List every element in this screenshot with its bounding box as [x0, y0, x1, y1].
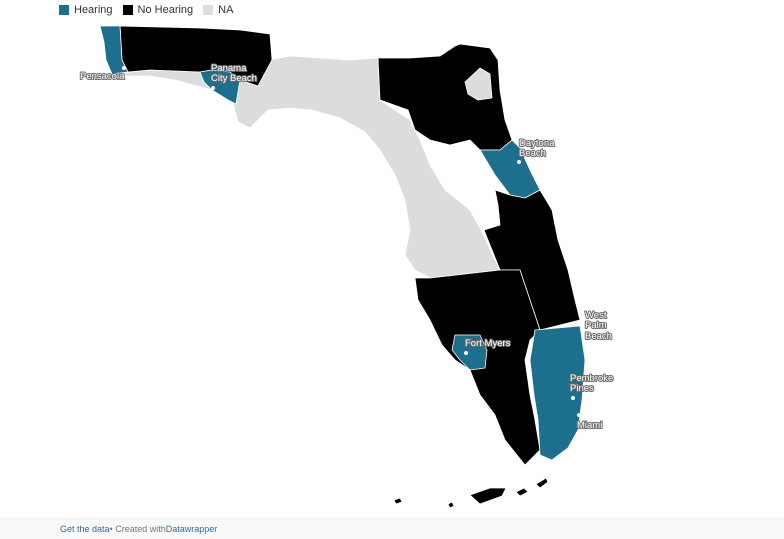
label-west-palm-beach-3: Beach	[585, 331, 612, 342]
legend-label-hearing: Hearing	[74, 4, 113, 16]
label-daytona-beach-1: Daytona	[519, 138, 555, 149]
label-panama-city-beach-1: Panama	[211, 63, 247, 74]
label-fort-myers: Fort Myers	[465, 338, 511, 349]
region-panhandle-na[interactable]	[111, 55, 501, 279]
marker-fort-myers[interactable]	[464, 351, 468, 355]
legend-swatch-hearing	[59, 5, 69, 15]
footer: Get the data • Created with Datawrapper	[0, 518, 784, 539]
region-lee-hearing[interactable]	[451, 334, 488, 371]
label-west-palm-beach-1: West	[585, 310, 607, 321]
region-bay-hearing[interactable]	[199, 69, 241, 105]
marker-miami[interactable]	[577, 413, 581, 417]
legend-item-hearing: Hearing	[59, 4, 113, 16]
region-escambia-hearing[interactable]	[99, 25, 129, 75]
label-panama-city-beach-2: City Beach	[211, 73, 257, 84]
marker-panama-city-beach[interactable]	[211, 86, 215, 90]
city-markers: Pensacola Panama City Beach Daytona Beac…	[79, 62, 614, 432]
region-volusia-hearing[interactable]	[479, 139, 541, 199]
legend-label-na: NA	[218, 4, 234, 16]
legend-label-no-hearing: No Hearing	[137, 4, 194, 16]
legend: Hearing No Hearing NA	[59, 4, 233, 16]
label-pensacola: Pensacola	[80, 71, 125, 82]
region-keys[interactable]	[469, 487, 507, 505]
marker-pembroke-pines[interactable]	[571, 396, 575, 400]
region-central-no-hearing[interactable]	[483, 189, 581, 331]
legend-item-no-hearing: No Hearing	[122, 4, 194, 16]
marker-west-palm-beach[interactable]	[585, 344, 589, 348]
label-pembroke-pines-1: Pembroke	[570, 373, 613, 384]
get-data-link[interactable]: Get the data	[60, 524, 110, 534]
footer-separator: • Created with	[109, 524, 166, 534]
marker-daytona-beach[interactable]	[517, 160, 521, 164]
label-daytona-beach-2: Beach	[519, 148, 546, 159]
marker-pensacola[interactable]	[122, 66, 126, 70]
label-miami: Miami	[577, 420, 602, 431]
florida-map: Pensacola Panama City Beach Daytona Beac…	[79, 25, 614, 509]
region-keys-small	[393, 477, 549, 509]
region-southeast-hearing[interactable]	[529, 325, 586, 461]
region-duval-na[interactable]	[464, 67, 493, 101]
legend-swatch-na	[203, 5, 214, 15]
label-west-palm-beach-2: Palm	[585, 320, 607, 331]
label-pembroke-pines-2: Pines	[570, 383, 594, 394]
legend-swatch-no-hearing	[122, 5, 133, 15]
legend-item-na: NA	[203, 4, 233, 16]
datawrapper-link[interactable]: Datawrapper	[165, 524, 218, 534]
